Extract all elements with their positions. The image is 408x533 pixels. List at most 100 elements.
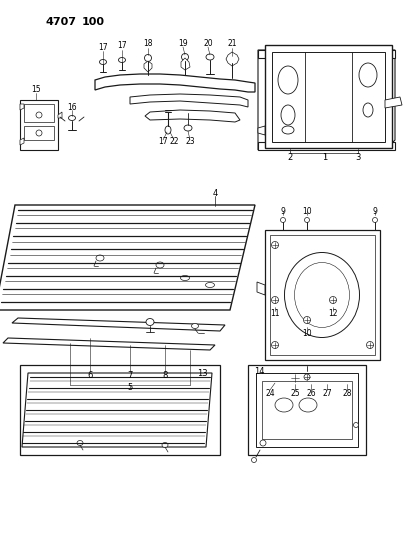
Polygon shape <box>265 370 285 388</box>
Ellipse shape <box>284 253 359 337</box>
Ellipse shape <box>156 262 164 268</box>
Ellipse shape <box>146 319 154 326</box>
Ellipse shape <box>144 54 151 61</box>
Ellipse shape <box>77 440 83 446</box>
Bar <box>20 365 220 455</box>
Ellipse shape <box>165 126 171 134</box>
Text: 22: 22 <box>169 138 179 147</box>
Ellipse shape <box>184 125 192 131</box>
Polygon shape <box>20 104 24 110</box>
Bar <box>265 230 380 360</box>
Ellipse shape <box>290 374 299 383</box>
Text: 6: 6 <box>87 370 93 379</box>
Ellipse shape <box>281 217 286 222</box>
Ellipse shape <box>308 376 315 384</box>
Ellipse shape <box>304 317 310 324</box>
Text: 10: 10 <box>302 207 312 216</box>
Ellipse shape <box>69 116 75 120</box>
Text: 16: 16 <box>67 102 77 111</box>
Text: 3: 3 <box>355 152 361 161</box>
Text: 18: 18 <box>143 39 153 49</box>
Polygon shape <box>257 282 265 295</box>
Text: 13: 13 <box>197 368 208 377</box>
Ellipse shape <box>271 241 279 248</box>
Ellipse shape <box>36 130 42 136</box>
Text: 15: 15 <box>31 85 41 94</box>
Text: 8: 8 <box>162 370 168 379</box>
Text: 26: 26 <box>306 389 316 398</box>
Ellipse shape <box>36 112 42 118</box>
Polygon shape <box>145 110 240 122</box>
Polygon shape <box>258 50 395 58</box>
Bar <box>248 365 366 455</box>
Ellipse shape <box>271 296 279 303</box>
Bar <box>270 235 375 355</box>
Ellipse shape <box>206 282 215 287</box>
Ellipse shape <box>363 103 373 117</box>
Ellipse shape <box>206 54 214 60</box>
Ellipse shape <box>373 217 377 222</box>
Text: 100: 100 <box>82 17 105 27</box>
Polygon shape <box>226 52 239 66</box>
Text: 14: 14 <box>254 367 264 376</box>
Polygon shape <box>258 126 265 135</box>
Text: 21: 21 <box>227 39 237 49</box>
Polygon shape <box>0 205 255 310</box>
Ellipse shape <box>282 126 294 134</box>
Text: 10: 10 <box>302 329 312 338</box>
Ellipse shape <box>278 66 298 94</box>
Bar <box>24 126 54 140</box>
Text: 17: 17 <box>117 42 127 51</box>
Text: 17: 17 <box>158 138 168 147</box>
Text: 24: 24 <box>265 389 275 398</box>
Polygon shape <box>265 45 392 148</box>
Polygon shape <box>20 138 24 145</box>
Ellipse shape <box>180 276 189 280</box>
Ellipse shape <box>344 376 350 381</box>
Ellipse shape <box>359 63 377 87</box>
Polygon shape <box>385 50 395 150</box>
Text: 17: 17 <box>98 44 108 52</box>
Text: 20: 20 <box>203 38 213 47</box>
Text: 5: 5 <box>127 384 133 392</box>
Text: 4: 4 <box>213 189 217 198</box>
Text: 7: 7 <box>127 370 133 379</box>
Polygon shape <box>385 97 402 108</box>
Bar <box>262 381 352 439</box>
Bar <box>20 100 58 150</box>
Polygon shape <box>58 112 62 118</box>
Polygon shape <box>144 61 152 72</box>
Ellipse shape <box>162 442 168 448</box>
Polygon shape <box>272 52 385 142</box>
Ellipse shape <box>271 342 279 349</box>
Text: 12: 12 <box>328 310 338 319</box>
Ellipse shape <box>299 398 317 412</box>
Ellipse shape <box>353 423 359 427</box>
Text: 4707: 4707 <box>45 17 76 27</box>
Ellipse shape <box>366 342 373 349</box>
Ellipse shape <box>227 55 237 63</box>
Polygon shape <box>130 94 248 107</box>
Polygon shape <box>22 373 212 447</box>
Polygon shape <box>323 373 331 384</box>
Text: 28: 28 <box>342 389 352 398</box>
Ellipse shape <box>118 58 126 62</box>
Ellipse shape <box>330 296 337 303</box>
Text: 27: 27 <box>322 389 332 398</box>
Ellipse shape <box>304 374 310 380</box>
Ellipse shape <box>96 255 104 261</box>
Ellipse shape <box>100 60 106 64</box>
Polygon shape <box>12 318 225 331</box>
Text: 23: 23 <box>185 138 195 147</box>
Polygon shape <box>181 58 190 70</box>
Polygon shape <box>95 74 255 92</box>
Ellipse shape <box>342 374 352 383</box>
Ellipse shape <box>281 105 295 125</box>
Text: 2: 2 <box>287 152 293 161</box>
Ellipse shape <box>182 53 188 61</box>
Ellipse shape <box>295 262 350 327</box>
Ellipse shape <box>275 398 293 412</box>
Bar <box>256 373 358 447</box>
Text: 25: 25 <box>290 389 300 398</box>
Bar <box>24 104 54 122</box>
